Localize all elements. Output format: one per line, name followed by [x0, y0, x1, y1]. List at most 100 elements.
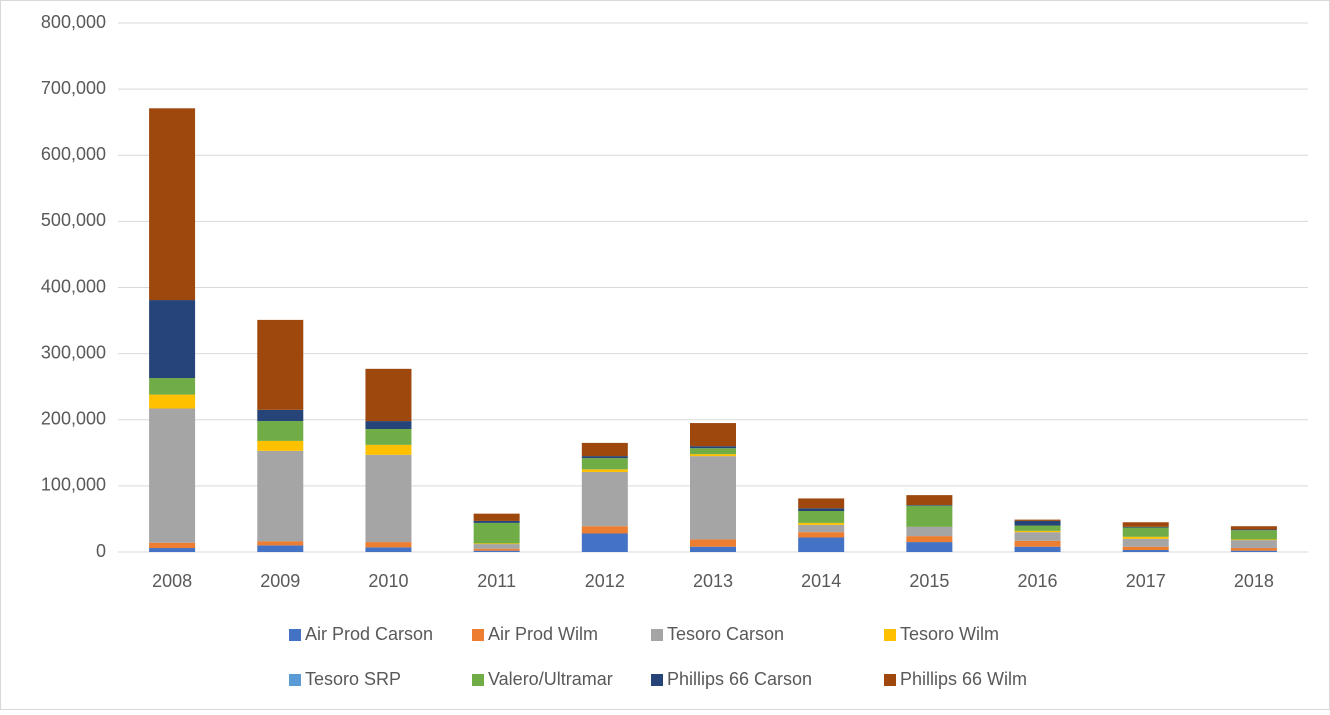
bar-segment [257, 541, 304, 546]
bar-segment [690, 446, 736, 449]
bar-segment [1230, 526, 1277, 530]
bar-segment [581, 456, 628, 459]
legend-swatch [651, 629, 663, 641]
x-tick-label: 2018 [1234, 571, 1274, 591]
bar-segment [798, 508, 845, 512]
bar-segment [257, 421, 304, 441]
legend-swatch [884, 674, 896, 686]
bar-segment [1122, 526, 1169, 528]
bar-segment [690, 454, 736, 457]
legend-label: Phillips 66 Carson [667, 669, 812, 689]
bar-segment [798, 532, 845, 538]
bar-segment [690, 448, 736, 455]
x-tick-label: 2015 [909, 571, 949, 591]
bar-segment [1230, 529, 1277, 531]
bar-segment [473, 548, 520, 551]
legend-swatch [289, 674, 301, 686]
bar-segment [1014, 519, 1061, 521]
bar-segment [1230, 530, 1277, 540]
bar-segment [906, 495, 953, 506]
bar-segment [257, 409, 304, 422]
bar-segment [473, 513, 520, 521]
bar-segment [1230, 539, 1277, 541]
x-tick-label: 2014 [801, 571, 841, 591]
bar-segment [906, 542, 953, 552]
bar-segment [473, 544, 520, 549]
bar-segment [365, 368, 412, 422]
bar-segment [906, 526, 953, 537]
bar-segment [690, 456, 736, 540]
bar-segment [690, 546, 736, 552]
bar-segment [690, 539, 736, 547]
bar-segment [1122, 527, 1169, 537]
bar-segment [1230, 550, 1277, 552]
bar-segment [149, 542, 196, 549]
legend-swatch [472, 629, 484, 641]
legend-label: Tesoro SRP [305, 669, 401, 689]
bar-segment [1230, 540, 1277, 549]
bar-segment [798, 522, 845, 525]
bar-segment [1122, 538, 1169, 547]
legend-swatch [472, 674, 484, 686]
bar-segment [365, 444, 412, 455]
bar-segment [1122, 550, 1169, 552]
bar-segment [798, 524, 845, 533]
bar-segment [1014, 546, 1061, 552]
legend-label: Tesoro Carson [667, 624, 784, 644]
bar-segment [1122, 536, 1169, 539]
bar-segment [581, 471, 628, 527]
legend-swatch [289, 629, 301, 641]
bar-segment [1014, 520, 1061, 526]
x-tick-label: 2016 [1018, 571, 1058, 591]
bar-segment [257, 319, 304, 410]
y-tick-label: 600,000 [41, 144, 106, 164]
bar-segment [906, 536, 953, 543]
bar-segment [1014, 532, 1061, 541]
legend-label: Valero/Ultramar [488, 669, 613, 689]
bar-segment [149, 548, 196, 552]
x-tick-label: 2012 [585, 571, 625, 591]
bar-segment [581, 526, 628, 534]
bar-segment [149, 408, 196, 543]
y-tick-label: 100,000 [41, 475, 106, 495]
bar-segment [149, 300, 196, 379]
legend-label: Air Prod Wilm [488, 624, 598, 644]
bar-segment [473, 543, 520, 545]
legend-swatch [884, 629, 896, 641]
bar-segment [257, 545, 304, 552]
bar-segment [365, 454, 412, 543]
bar-segment [1014, 540, 1061, 547]
bar-segment [798, 511, 845, 523]
y-tick-label: 700,000 [41, 78, 106, 98]
x-tick-label: 2013 [693, 571, 733, 591]
bar-segment [365, 547, 412, 552]
bar-segment [690, 423, 736, 447]
y-tick-label: 200,000 [41, 409, 106, 429]
bar-segment [798, 537, 845, 552]
bar-segment [1014, 525, 1061, 531]
bar-segment [1122, 522, 1169, 527]
y-tick-label: 800,000 [41, 12, 106, 32]
bar-segment [581, 469, 628, 472]
bar-segment [581, 442, 628, 457]
legend-swatch [651, 674, 663, 686]
y-tick-label: 500,000 [41, 210, 106, 230]
y-tick-label: 300,000 [41, 342, 106, 362]
x-tick-label: 2010 [368, 571, 408, 591]
bar-segment [149, 108, 196, 301]
bar-segment [365, 429, 412, 445]
bar-segment [473, 520, 520, 523]
x-tick-label: 2008 [152, 571, 192, 591]
bar-segment [581, 533, 628, 552]
legend-label: Tesoro Wilm [900, 624, 999, 644]
bar-segment [1230, 548, 1277, 551]
bar-segment [798, 498, 845, 509]
y-tick-label: 0 [96, 541, 106, 561]
x-tick-label: 2009 [260, 571, 300, 591]
legend-label: Air Prod Carson [305, 624, 433, 644]
bar-segment [906, 505, 953, 527]
bar-segment [473, 550, 520, 552]
bar-segment [906, 505, 953, 506]
